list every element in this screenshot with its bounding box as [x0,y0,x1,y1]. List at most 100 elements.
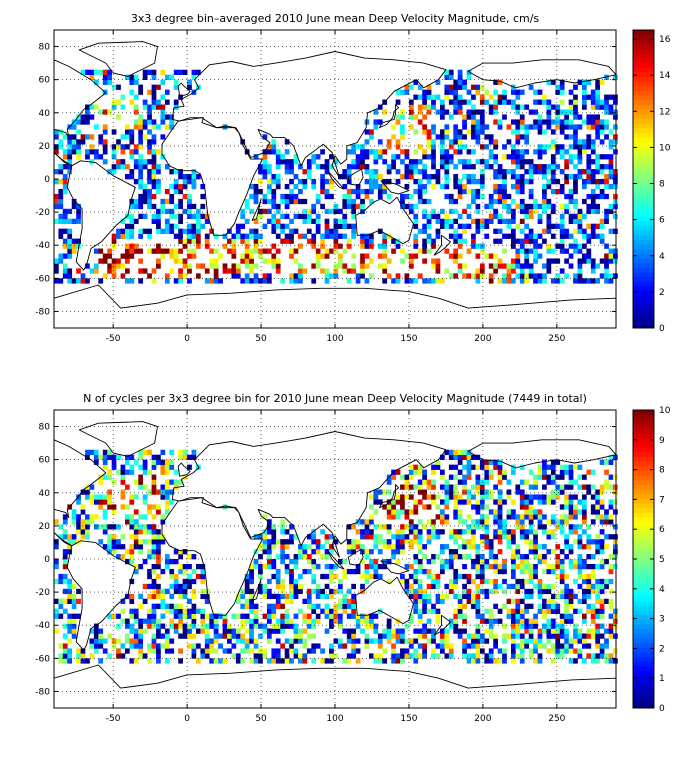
data-cell [373,653,379,659]
data-cell [457,134,463,140]
data-cell [142,134,148,140]
data-cell [595,608,601,614]
data-cell [555,84,561,90]
data-cell [386,539,392,545]
data-cell [577,573,583,580]
data-cell [142,159,148,165]
data-cell [444,223,450,229]
coastline-south-america [66,160,136,271]
colorbar-step [633,239,654,245]
data-cell [169,559,175,565]
colorbar-step [633,304,654,310]
data-cell [537,213,543,220]
data-cell [422,223,427,229]
data-cell [351,648,357,654]
data-cell [360,583,365,590]
data-cell [590,228,596,234]
data-cell [599,79,605,85]
colorbar-step [633,48,654,54]
data-cell [129,613,135,619]
data-cell [542,514,547,520]
data-cell [497,648,503,654]
data-cell [493,213,498,220]
data-cell [275,648,281,654]
data-cell [431,554,436,560]
data-cell [315,544,321,550]
data-cell [462,648,467,654]
data-cell [329,643,334,649]
data-cell [519,623,525,629]
data-cell [315,193,321,200]
data-cell [493,89,498,95]
data-cell [311,648,317,654]
x-tick-label: 200 [474,334,491,344]
data-cell [173,628,179,634]
data-cell [133,539,139,545]
data-cell [351,628,357,634]
data-cell [502,169,507,175]
data-cell [62,563,68,570]
data-cell [559,593,565,600]
data-cell [510,499,516,505]
data-cell [351,203,357,210]
data-cell [479,484,485,490]
data-cell [613,613,618,619]
data-cell [408,263,414,269]
data-cell [386,179,392,185]
data-cell [568,618,574,624]
data-cell [191,554,197,560]
data-cell [58,578,64,585]
data-cell [400,648,405,654]
data-cell [408,164,414,170]
data-cell [510,183,516,190]
data-cell [519,89,525,95]
data-cell [111,539,117,545]
data-cell [85,534,90,540]
data-cell [377,653,383,659]
data-cell [404,588,410,595]
data-cell [240,618,246,624]
data-cell [58,188,64,195]
data-cell [550,593,556,600]
data-cell [519,208,525,215]
data-cell [426,534,432,540]
data-cell [395,119,401,125]
data-cell [386,144,392,150]
data-cell [595,223,601,229]
data-cell [355,658,361,664]
data-cell [320,238,325,244]
data-cell [293,633,299,639]
data-cell [484,253,490,259]
data-cell [471,273,476,279]
data-cell [400,539,405,545]
data-cell [138,618,144,624]
data-cell [604,99,609,105]
data-cell [85,278,90,284]
data-cell [581,139,587,145]
data-cell [262,539,268,545]
data-cell [156,124,161,130]
data-cell [204,218,210,224]
data-cell [440,114,445,120]
data-cell [515,164,521,170]
data-cell [524,499,530,505]
data-cell [342,218,348,224]
data-cell [506,268,512,274]
data-cell [453,89,459,95]
data-cell [528,549,534,555]
data-cell [67,228,73,234]
data-cell [244,149,250,155]
data-cell [537,653,543,659]
data-cell [249,263,254,269]
data-cell [169,618,175,624]
data-cell [187,643,192,649]
data-cell [488,633,494,639]
data-cell [479,648,485,654]
data-cell [147,489,152,495]
data-cell [466,643,472,649]
data-cell [515,109,521,115]
data-cell [573,514,578,520]
colorbar-step [633,290,654,296]
data-cell [93,449,99,455]
colorbar-step [633,619,654,625]
